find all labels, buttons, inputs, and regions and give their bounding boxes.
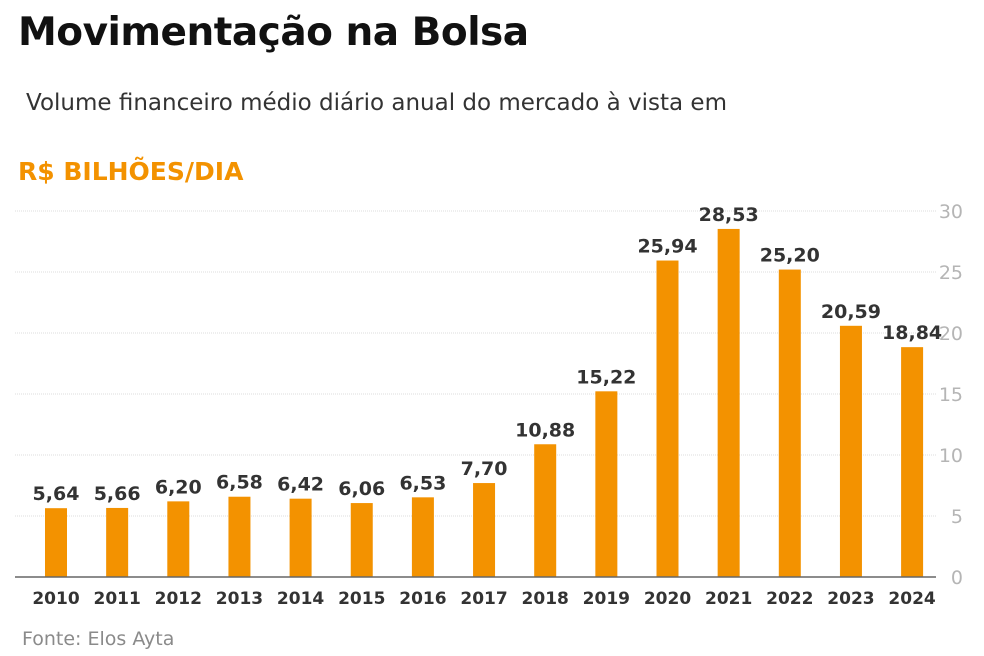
bar-2013 <box>228 496 251 577</box>
x-tick-label: 2013 <box>216 589 263 609</box>
value-label: 6,42 <box>277 474 324 496</box>
value-label: 10,88 <box>515 419 575 441</box>
x-tick-label: 2023 <box>827 589 874 609</box>
x-tick-label: 2019 <box>583 589 630 609</box>
bar-2017 <box>473 483 496 577</box>
value-label: 6,58 <box>216 472 263 494</box>
y-tick-label: 5 <box>951 506 963 528</box>
x-tick-label: 2020 <box>644 589 691 609</box>
x-tick-label: 2015 <box>338 589 385 609</box>
value-label: 25,94 <box>637 236 697 258</box>
y-tick-label: 20 <box>939 323 963 345</box>
value-label: 5,64 <box>33 483 80 505</box>
y-tick-label: 30 <box>939 201 963 223</box>
y-tick-label: 10 <box>939 445 963 467</box>
value-label: 15,22 <box>576 366 636 388</box>
value-label: 28,53 <box>699 204 759 226</box>
value-label: 6,20 <box>155 476 202 498</box>
chart-subtitle: Volume financeiro médio diário anual do … <box>26 90 727 116</box>
bar-2021 <box>717 228 740 577</box>
value-label: 5,66 <box>94 483 141 505</box>
bar-2011 <box>106 507 129 577</box>
source-note: Fonte: Elos Ayta <box>22 628 175 650</box>
bar-2024 <box>901 347 924 577</box>
bar-2016 <box>411 497 434 577</box>
bar-2019 <box>595 391 618 577</box>
y-tick-label: 15 <box>939 384 963 406</box>
x-tick-label: 2018 <box>522 589 569 609</box>
value-label: 6,06 <box>338 478 385 500</box>
bar-2023 <box>839 325 862 577</box>
value-labels: 5,64 5,66 6,20 6,58 6,42 6,06 6,53 7,70 10,88 15,… <box>33 204 943 505</box>
unit-label: R$ BILHÕES/DIA <box>18 157 244 186</box>
x-tick-label: 2012 <box>155 589 202 609</box>
bar-2018 <box>534 444 557 577</box>
bar-2010 <box>45 508 67 577</box>
value-label: 25,20 <box>760 245 820 267</box>
bars <box>45 228 924 577</box>
bar-2012 <box>167 501 190 577</box>
y-tick-label: 25 <box>939 262 963 284</box>
value-label: 7,70 <box>461 458 508 480</box>
x-tick-label: 2010 <box>32 589 79 609</box>
value-label: 20,59 <box>821 301 881 323</box>
bar-2014 <box>289 498 312 577</box>
bar-2022 <box>778 269 801 577</box>
chart-title: Movimentação na Bolsa <box>18 10 529 55</box>
bar-2015 <box>350 503 373 577</box>
bar-2020 <box>656 260 679 577</box>
value-label: 6,53 <box>399 472 446 494</box>
x-tick-label: 2014 <box>277 589 324 609</box>
x-tick-label: 2024 <box>888 589 935 609</box>
x-tick-label: 2016 <box>399 589 446 609</box>
x-axis-labels: 2010 2011 2012 2013 2014 2015 2016 2017 2018 2019… <box>32 589 936 609</box>
x-tick-label: 2021 <box>705 589 752 609</box>
x-tick-label: 2011 <box>93 589 140 609</box>
y-tick-label: 0 <box>951 567 963 589</box>
value-label: 18,84 <box>882 322 942 344</box>
x-tick-label: 2017 <box>460 589 507 609</box>
x-tick-label: 2022 <box>766 589 813 609</box>
y-axis-labels: 0 5 10 15 20 25 30 <box>939 201 963 589</box>
